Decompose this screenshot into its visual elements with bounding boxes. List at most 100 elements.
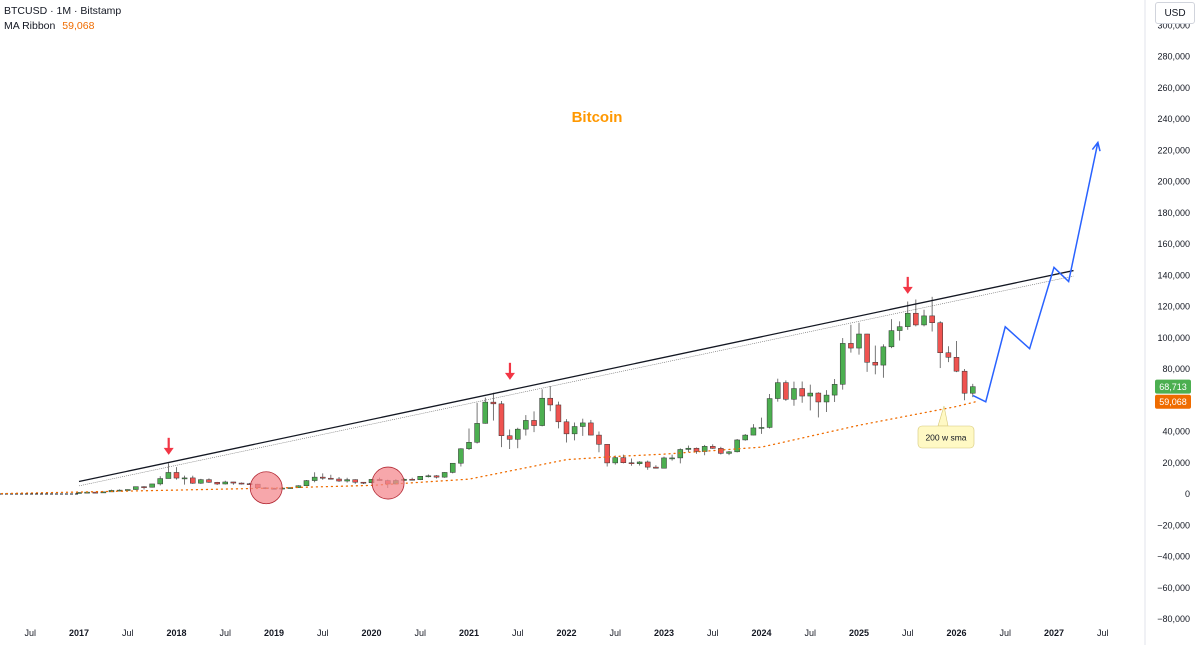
- x-tick-label: 2022: [556, 628, 576, 638]
- x-tick-label: 2027: [1044, 628, 1064, 638]
- candle-body: [563, 421, 570, 435]
- x-tick-label: Jul: [24, 628, 36, 638]
- candle-body: [498, 403, 505, 436]
- candle-body: [612, 457, 618, 464]
- candle-body: [734, 439, 740, 453]
- candle-body: [458, 448, 464, 464]
- y-tick-label: 80,000: [1162, 364, 1190, 374]
- top-marker-arrow: [163, 437, 174, 455]
- indicator-line[interactable]: MA Ribbon 59,068: [4, 19, 121, 34]
- candle-body: [198, 479, 204, 484]
- candle-body: [539, 397, 545, 426]
- candle-body: [311, 476, 318, 481]
- current-price-badge-bg: [1155, 379, 1191, 394]
- arrow-head: [902, 286, 913, 294]
- sma-value-badge: 59,068: [1155, 394, 1191, 409]
- candle-body: [360, 481, 367, 484]
- candle-body: [693, 447, 700, 452]
- candle-body: [929, 315, 935, 323]
- candle-body: [815, 392, 822, 403]
- y-tick-label: 40,000: [1162, 427, 1190, 437]
- candle-body: [100, 491, 107, 494]
- x-tick-label: Jul: [707, 628, 719, 638]
- y-tick-label: −20,000: [1157, 520, 1190, 530]
- candle-body: [588, 422, 594, 436]
- sma-note: 200 w sma: [917, 405, 975, 449]
- sma-note-pointer: [937, 405, 949, 427]
- candle-body: [328, 477, 334, 480]
- candle-body: [190, 477, 196, 484]
- symbol-line[interactable]: BTCUSD · 1M · Bitstamp: [4, 5, 122, 17]
- currency-button[interactable]: USD: [1155, 2, 1195, 24]
- x-tick-label: 2026: [946, 628, 966, 638]
- candle-body: [571, 426, 578, 435]
- y-tick-label: 180,000: [1157, 208, 1190, 218]
- candle-body: [661, 457, 667, 469]
- candle-body: [880, 346, 887, 366]
- candle-body: [726, 451, 732, 454]
- x-tick-label: Jul: [122, 628, 134, 638]
- candle-body: [506, 435, 513, 440]
- top-marker-arrow: [902, 276, 913, 294]
- candle-body: [685, 447, 692, 450]
- candle-body: [669, 457, 675, 460]
- candle-body: [644, 461, 651, 468]
- candle-body: [417, 476, 423, 480]
- x-tick-label: Jul: [414, 628, 426, 638]
- candle-body: [157, 478, 163, 485]
- x-tick-label: 2025: [849, 628, 869, 638]
- candle-body: [133, 486, 139, 490]
- candle-body: [710, 446, 716, 449]
- candle-body: [555, 404, 562, 423]
- candle-body: [474, 423, 480, 443]
- top-marker-arrow: [504, 362, 515, 380]
- candle-body: [515, 428, 521, 440]
- candle-body: [230, 481, 237, 484]
- chart-title: Bitcoin: [572, 109, 623, 126]
- highlight-circle: [249, 471, 283, 505]
- candle-body: [823, 394, 830, 403]
- candle-body: [628, 462, 635, 464]
- y-tick-label: −80,000: [1157, 614, 1190, 624]
- x-tick-label: Jul: [512, 628, 524, 638]
- candle-body: [750, 427, 757, 436]
- candle-body: [523, 420, 529, 430]
- candle-body: [783, 382, 789, 400]
- candle-body: [425, 475, 432, 478]
- candle-body: [482, 401, 489, 424]
- indicator-value: 59,068: [62, 20, 95, 32]
- indicator-name: MA Ribbon: [4, 20, 56, 32]
- candle-body: [791, 388, 797, 400]
- y-tick-label: 220,000: [1157, 145, 1190, 155]
- x-tick-label: Jul: [902, 628, 914, 638]
- y-tick-label: 120,000: [1157, 302, 1190, 312]
- candle-body: [864, 333, 870, 363]
- candle-body: [466, 442, 472, 450]
- highlight-circle: [371, 466, 405, 500]
- candle-body: [336, 478, 342, 482]
- candle-body: [344, 479, 350, 482]
- x-tick-label: Jul: [999, 628, 1011, 638]
- x-tick-label: 2023: [654, 628, 674, 638]
- candle-body: [214, 482, 220, 485]
- candle-body: [742, 434, 748, 441]
- candle-body: [141, 486, 147, 488]
- candle-body: [580, 422, 586, 427]
- candle-body: [320, 476, 326, 479]
- candle-body: [352, 479, 358, 483]
- candle-body: [848, 343, 854, 349]
- candle-body: [953, 357, 960, 372]
- y-tick-label: −60,000: [1157, 583, 1190, 593]
- x-tick-label: Jul: [317, 628, 329, 638]
- y-tick-label-top: 300,000: [1157, 20, 1190, 30]
- candle-body: [433, 475, 440, 478]
- candle-body: [531, 420, 537, 426]
- y-tick-label: 200,000: [1157, 177, 1190, 187]
- x-tick-label: Jul: [609, 628, 621, 638]
- candle-body: [921, 315, 927, 326]
- candle-body: [181, 477, 188, 480]
- candle-body: [831, 384, 838, 396]
- candle-body: [441, 472, 448, 478]
- candle-body: [807, 392, 813, 397]
